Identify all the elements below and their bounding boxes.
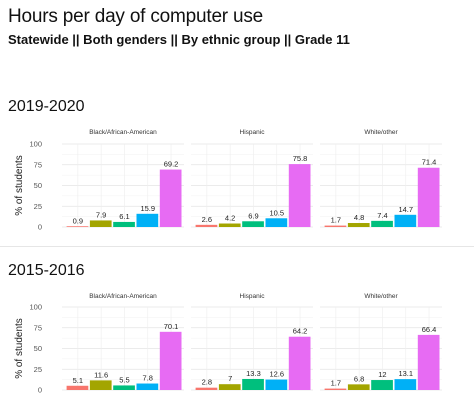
data-label: 71.4 bbox=[422, 158, 437, 167]
panel-title-2015-2016: 2015-2016 bbox=[8, 262, 85, 279]
data-label: 7 bbox=[228, 374, 232, 383]
y-axis-title: % of students bbox=[14, 155, 25, 216]
bar bbox=[89, 220, 112, 227]
bar bbox=[113, 385, 135, 390]
y-tick-label: 25 bbox=[34, 202, 42, 211]
data-label: 69.2 bbox=[164, 160, 179, 169]
bar bbox=[89, 380, 112, 390]
bar bbox=[242, 378, 264, 390]
bar bbox=[417, 334, 440, 390]
data-label: 13.3 bbox=[246, 369, 261, 378]
data-label: 2.8 bbox=[202, 378, 212, 387]
bar bbox=[394, 214, 417, 227]
bar bbox=[288, 164, 311, 227]
data-label: 4.8 bbox=[354, 213, 364, 222]
data-label: 6.8 bbox=[354, 374, 364, 383]
y-tick-label: 75 bbox=[34, 160, 42, 169]
data-label: 5.1 bbox=[73, 376, 83, 385]
data-label: 15.9 bbox=[140, 204, 155, 213]
facet-strip-label: Black/African-American bbox=[89, 129, 157, 136]
y-tick-label: 75 bbox=[34, 323, 42, 332]
data-label: 66.4 bbox=[422, 325, 437, 334]
bar bbox=[242, 221, 264, 227]
data-label: 1.7 bbox=[331, 379, 341, 388]
data-label: 64.2 bbox=[293, 327, 308, 336]
bar bbox=[66, 226, 89, 227]
data-label: 7.4 bbox=[377, 211, 387, 220]
data-label: 7.8 bbox=[143, 374, 153, 383]
data-label: 0.9 bbox=[73, 216, 83, 225]
bar bbox=[394, 379, 417, 390]
data-label: 6.9 bbox=[248, 211, 258, 220]
data-label: 1.7 bbox=[331, 216, 341, 225]
bar bbox=[371, 220, 393, 227]
facet-strip-label: White/other bbox=[364, 129, 398, 136]
data-label: 14.7 bbox=[398, 205, 413, 214]
data-label: 75.8 bbox=[293, 154, 308, 163]
y-axis-title: % of students bbox=[14, 318, 25, 379]
bar bbox=[159, 331, 182, 390]
bar bbox=[113, 221, 135, 227]
facet-strip-label: Black/African-American bbox=[89, 293, 157, 300]
data-label: 5.5 bbox=[119, 375, 129, 384]
bar bbox=[218, 384, 241, 390]
bar bbox=[324, 388, 347, 390]
data-label: 12.6 bbox=[269, 370, 284, 379]
data-label: 70.1 bbox=[164, 322, 179, 331]
panel-separator bbox=[0, 246, 474, 247]
data-label: 7.9 bbox=[96, 210, 106, 219]
bar bbox=[195, 224, 218, 227]
data-label: 2.6 bbox=[202, 215, 212, 224]
bar bbox=[136, 383, 159, 390]
bar bbox=[347, 223, 370, 227]
bar bbox=[417, 167, 440, 227]
bar bbox=[347, 384, 370, 390]
bar bbox=[324, 225, 347, 227]
bar bbox=[265, 379, 288, 390]
data-label: 10.5 bbox=[269, 208, 284, 217]
bar bbox=[218, 223, 241, 227]
chart-title: Hours per day of computer use bbox=[8, 6, 264, 27]
panel-title-2019-2020: 2019-2020 bbox=[8, 98, 85, 115]
data-label: 12 bbox=[378, 370, 386, 379]
bar bbox=[159, 169, 182, 227]
chart-subtitle: Statewide || Both genders || By ethnic g… bbox=[8, 32, 350, 47]
bar bbox=[136, 213, 159, 227]
bar bbox=[66, 385, 89, 390]
y-tick-label: 50 bbox=[34, 344, 42, 353]
y-tick-label: 25 bbox=[34, 365, 42, 374]
data-label: 11.6 bbox=[94, 370, 108, 379]
bar bbox=[371, 380, 393, 390]
facet-strip-label: Hispanic bbox=[240, 129, 266, 136]
data-label: 6.1 bbox=[119, 212, 129, 221]
bar bbox=[288, 336, 311, 390]
bar bbox=[195, 387, 218, 390]
y-tick-label: 50 bbox=[34, 181, 42, 190]
data-label: 13.1 bbox=[398, 369, 413, 378]
y-tick-label: 0 bbox=[38, 223, 42, 232]
y-tick-label: 100 bbox=[29, 303, 42, 312]
y-tick-label: 0 bbox=[38, 386, 42, 395]
facet-strip-label: Hispanic bbox=[240, 293, 266, 300]
y-tick-label: 100 bbox=[29, 140, 42, 149]
data-label: 4.2 bbox=[225, 214, 235, 223]
facet-strip-label: White/other bbox=[364, 293, 398, 300]
bar bbox=[265, 218, 288, 227]
